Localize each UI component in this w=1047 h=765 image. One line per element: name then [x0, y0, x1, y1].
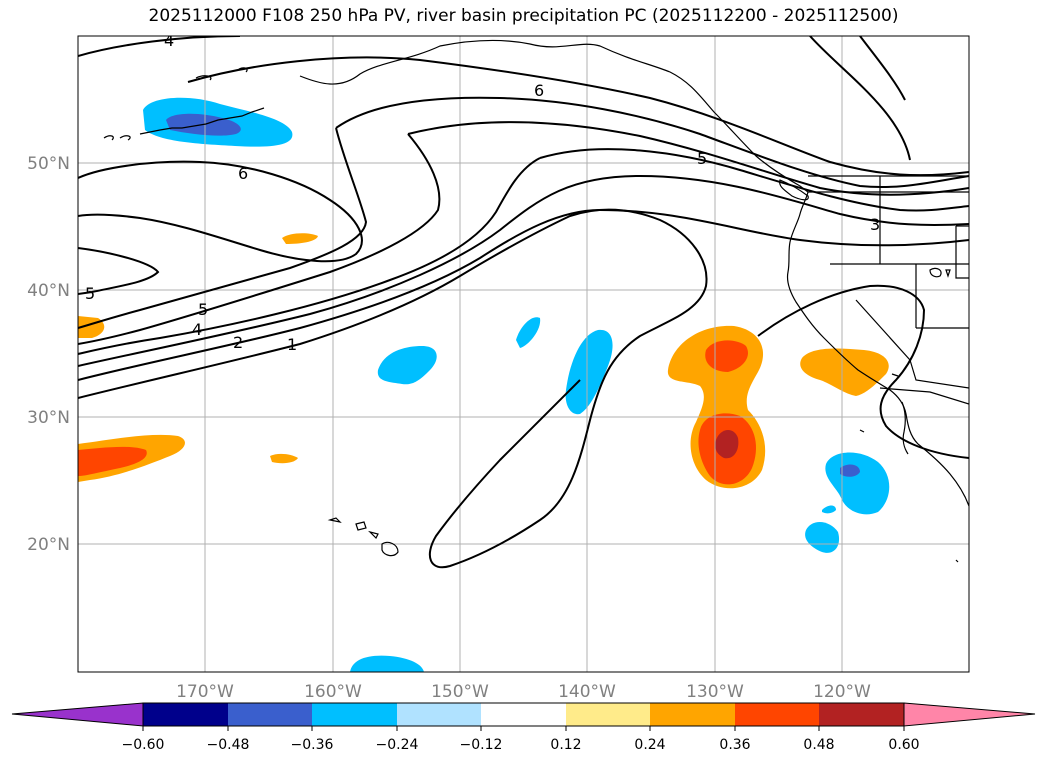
pv-contour-label: 1 [287, 335, 297, 354]
lon-label: 160°W [304, 682, 362, 702]
pv-contour-label: 6 [534, 81, 544, 100]
colorbar-segment [566, 703, 650, 726]
precip-blob-negative [565, 329, 613, 415]
colorbar-segment [650, 703, 735, 726]
pv-contour-label: 5 [85, 284, 95, 303]
lat-label: 50°N [27, 154, 70, 174]
colorbar-tick-label: 0.36 [719, 737, 750, 753]
colorbar-segment [312, 703, 397, 726]
precip-shading [78, 97, 890, 672]
colorbar-extend-max [903, 702, 1036, 727]
precip-blob-positive-core [78, 446, 147, 476]
colorbar-segment [397, 703, 481, 726]
lat-label: 30°N [27, 408, 70, 428]
precip-blob-positive [270, 453, 298, 464]
pv-contour-labels: 4 6 6 5 5 4 2 1 5 3 [85, 31, 880, 354]
colorbar-segment [143, 703, 228, 726]
lat-label: 40°N [27, 281, 70, 301]
pv-contour-label: 4 [164, 31, 174, 50]
precip-blob-negative [822, 505, 836, 514]
colorbar-outline [142, 702, 905, 727]
map-title: 2025112000 F108 250 hPa PV, river basin … [148, 6, 899, 26]
colorbar-tick-label: 0.60 [888, 737, 919, 753]
precip-blob-negative [805, 521, 840, 553]
pv-contours [78, 36, 969, 569]
colorbar-extend-min [11, 702, 144, 727]
pv-contour-label: 4 [192, 320, 202, 339]
precip-blob-positive-core [715, 429, 739, 459]
colorbar-tick-label: −0.12 [460, 737, 503, 753]
lon-label: 120°W [813, 682, 871, 702]
precip-blob-negative-core [840, 464, 860, 477]
precip-blob-positive [282, 233, 318, 244]
colorbar-tick-label: −0.60 [122, 737, 165, 753]
colorbar-tick-label: −0.48 [207, 737, 250, 753]
longitude-labels: 170°W 160°W 150°W 140°W 130°W 120°W [176, 682, 871, 702]
colorbar-segment [481, 703, 566, 726]
pv-contour-label: 5 [697, 149, 707, 168]
colorbar-tick-label: 0.24 [634, 737, 665, 753]
precip-blob-negative [377, 346, 437, 385]
colorbar: −0.60 −0.48 −0.36 −0.24 −0.12 0.12 0.24 … [11, 702, 1036, 753]
pv-contour-label: 2 [233, 333, 243, 352]
pv-contour-label: 5 [198, 300, 208, 319]
precip-blob-negative [350, 655, 424, 672]
colorbar-segment [819, 703, 904, 726]
lon-label: 170°W [176, 682, 234, 702]
colorbar-tick-label: −0.36 [291, 737, 334, 753]
colorbar-segment [735, 703, 819, 726]
colorbar-tick-label: 0.12 [550, 737, 581, 753]
precip-blob-positive-core [705, 340, 748, 372]
colorbar-tick-label: −0.24 [376, 737, 419, 753]
lat-label: 20°N [27, 535, 70, 555]
map-frame [77, 35, 970, 673]
pv-contour-label: 6 [238, 164, 248, 183]
colorbar-segment [228, 703, 312, 726]
lon-label: 130°W [686, 682, 744, 702]
lon-label: 150°W [431, 682, 489, 702]
pv-contour-label: 3 [870, 215, 880, 234]
precip-blob-positive [800, 348, 889, 396]
latitude-labels: 50°N 40°N 30°N 20°N [27, 154, 70, 555]
lon-label: 140°W [558, 682, 616, 702]
colorbar-tick-label: 0.48 [803, 737, 834, 753]
precip-blob-negative [516, 317, 541, 348]
gridlines [78, 36, 969, 672]
